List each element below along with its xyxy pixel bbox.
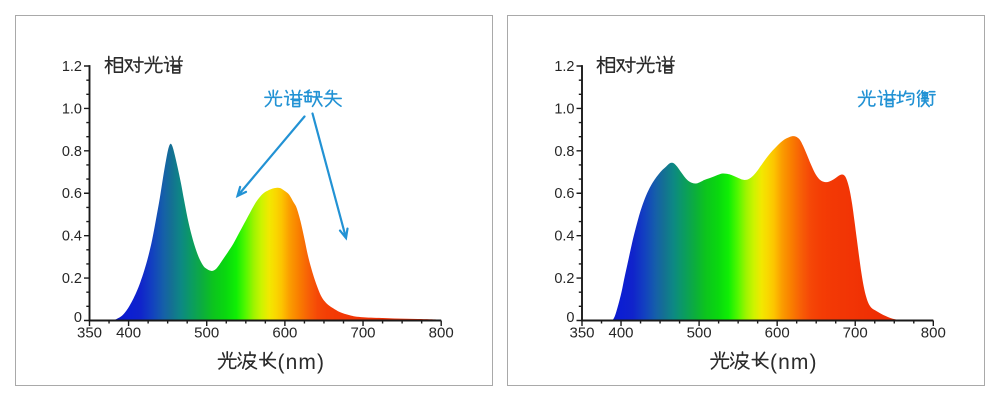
svg-text:350: 350	[569, 325, 594, 342]
svg-text:1.0: 1.0	[62, 101, 82, 117]
svg-text:700: 700	[350, 325, 375, 342]
svg-text:0.2: 0.2	[62, 271, 82, 287]
svg-text:500: 500	[194, 325, 219, 342]
svg-text:1.2: 1.2	[62, 59, 82, 75]
svg-text:500: 500	[687, 325, 712, 342]
svg-text:0.8: 0.8	[62, 144, 82, 160]
svg-text:400: 400	[116, 325, 141, 342]
svg-text:600: 600	[272, 325, 297, 342]
svg-text:600: 600	[765, 325, 790, 342]
svg-text:0.6: 0.6	[62, 186, 82, 202]
svg-text:350: 350	[77, 325, 102, 342]
svg-text:0: 0	[74, 310, 82, 326]
svg-text:0.6: 0.6	[554, 186, 574, 202]
svg-text:(nm): (nm)	[278, 351, 326, 374]
svg-text:0.4: 0.4	[554, 229, 574, 245]
svg-text:0: 0	[566, 310, 574, 326]
svg-text:0.2: 0.2	[554, 271, 574, 287]
svg-text:0.8: 0.8	[554, 144, 574, 160]
svg-text:400: 400	[608, 325, 633, 342]
svg-text:1.0: 1.0	[554, 101, 574, 117]
svg-text:800: 800	[921, 325, 946, 342]
svg-text:1.2: 1.2	[554, 59, 574, 75]
svg-text:0.4: 0.4	[62, 229, 82, 245]
svg-text:(nm): (nm)	[770, 351, 818, 374]
svg-text:800: 800	[429, 325, 454, 342]
svg-text:700: 700	[843, 325, 868, 342]
